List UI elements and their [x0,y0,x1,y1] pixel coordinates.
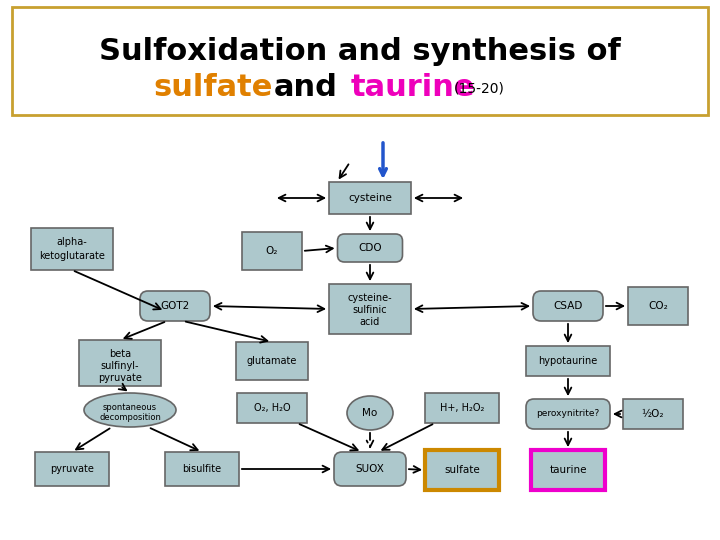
Text: decomposition: decomposition [99,413,161,422]
Text: taurine: taurine [549,465,587,475]
FancyBboxPatch shape [338,234,402,262]
Text: bisulfite: bisulfite [182,464,222,474]
Text: ½O₂: ½O₂ [642,409,665,419]
FancyBboxPatch shape [526,399,610,429]
FancyBboxPatch shape [628,287,688,325]
Text: sulfate: sulfate [444,465,480,475]
Text: sulfinyl-: sulfinyl- [101,361,139,371]
Text: glutamate: glutamate [247,356,297,366]
Text: peroxynitrite?: peroxynitrite? [536,409,600,418]
Text: O₂: O₂ [266,246,278,256]
Text: Sulfoxidation and synthesis of: Sulfoxidation and synthesis of [99,37,621,66]
FancyBboxPatch shape [334,452,406,486]
FancyBboxPatch shape [31,228,113,270]
FancyBboxPatch shape [531,450,605,490]
FancyBboxPatch shape [237,393,307,423]
Text: pyruvate: pyruvate [50,464,94,474]
Text: beta: beta [109,349,131,359]
FancyBboxPatch shape [140,291,210,321]
Text: alpha-: alpha- [57,237,87,247]
Text: Mo: Mo [362,408,377,418]
FancyBboxPatch shape [526,346,610,376]
FancyBboxPatch shape [79,340,161,386]
Text: spontaneous: spontaneous [103,402,157,411]
Text: pyruvate: pyruvate [98,373,142,383]
FancyBboxPatch shape [623,399,683,429]
Text: GOT2: GOT2 [161,301,189,311]
Text: CO₂: CO₂ [648,301,668,311]
FancyBboxPatch shape [165,452,239,486]
FancyBboxPatch shape [236,342,308,380]
FancyBboxPatch shape [242,232,302,270]
FancyBboxPatch shape [533,291,603,321]
FancyBboxPatch shape [35,452,109,486]
Ellipse shape [84,393,176,427]
Text: taurine: taurine [351,73,475,103]
FancyBboxPatch shape [12,7,708,115]
FancyBboxPatch shape [425,393,499,423]
Text: sulfate: sulfate [153,73,273,103]
Text: and: and [274,73,338,103]
FancyBboxPatch shape [329,284,411,334]
Text: sulfinic: sulfinic [353,305,387,315]
Text: CSAD: CSAD [553,301,582,311]
Text: cysteine-: cysteine- [348,293,392,303]
Text: (15-20): (15-20) [454,81,505,95]
Text: CDO: CDO [358,243,382,253]
FancyBboxPatch shape [329,182,411,214]
Text: ketoglutarate: ketoglutarate [39,251,105,261]
FancyBboxPatch shape [425,450,499,490]
Text: SUOX: SUOX [356,464,384,474]
Text: O₂, H₂O: O₂, H₂O [253,403,290,413]
Text: acid: acid [360,317,380,327]
Ellipse shape [347,396,393,430]
Text: cysteine: cysteine [348,193,392,203]
Text: hypotaurine: hypotaurine [539,356,598,366]
Text: H+, H₂O₂: H+, H₂O₂ [440,403,484,413]
